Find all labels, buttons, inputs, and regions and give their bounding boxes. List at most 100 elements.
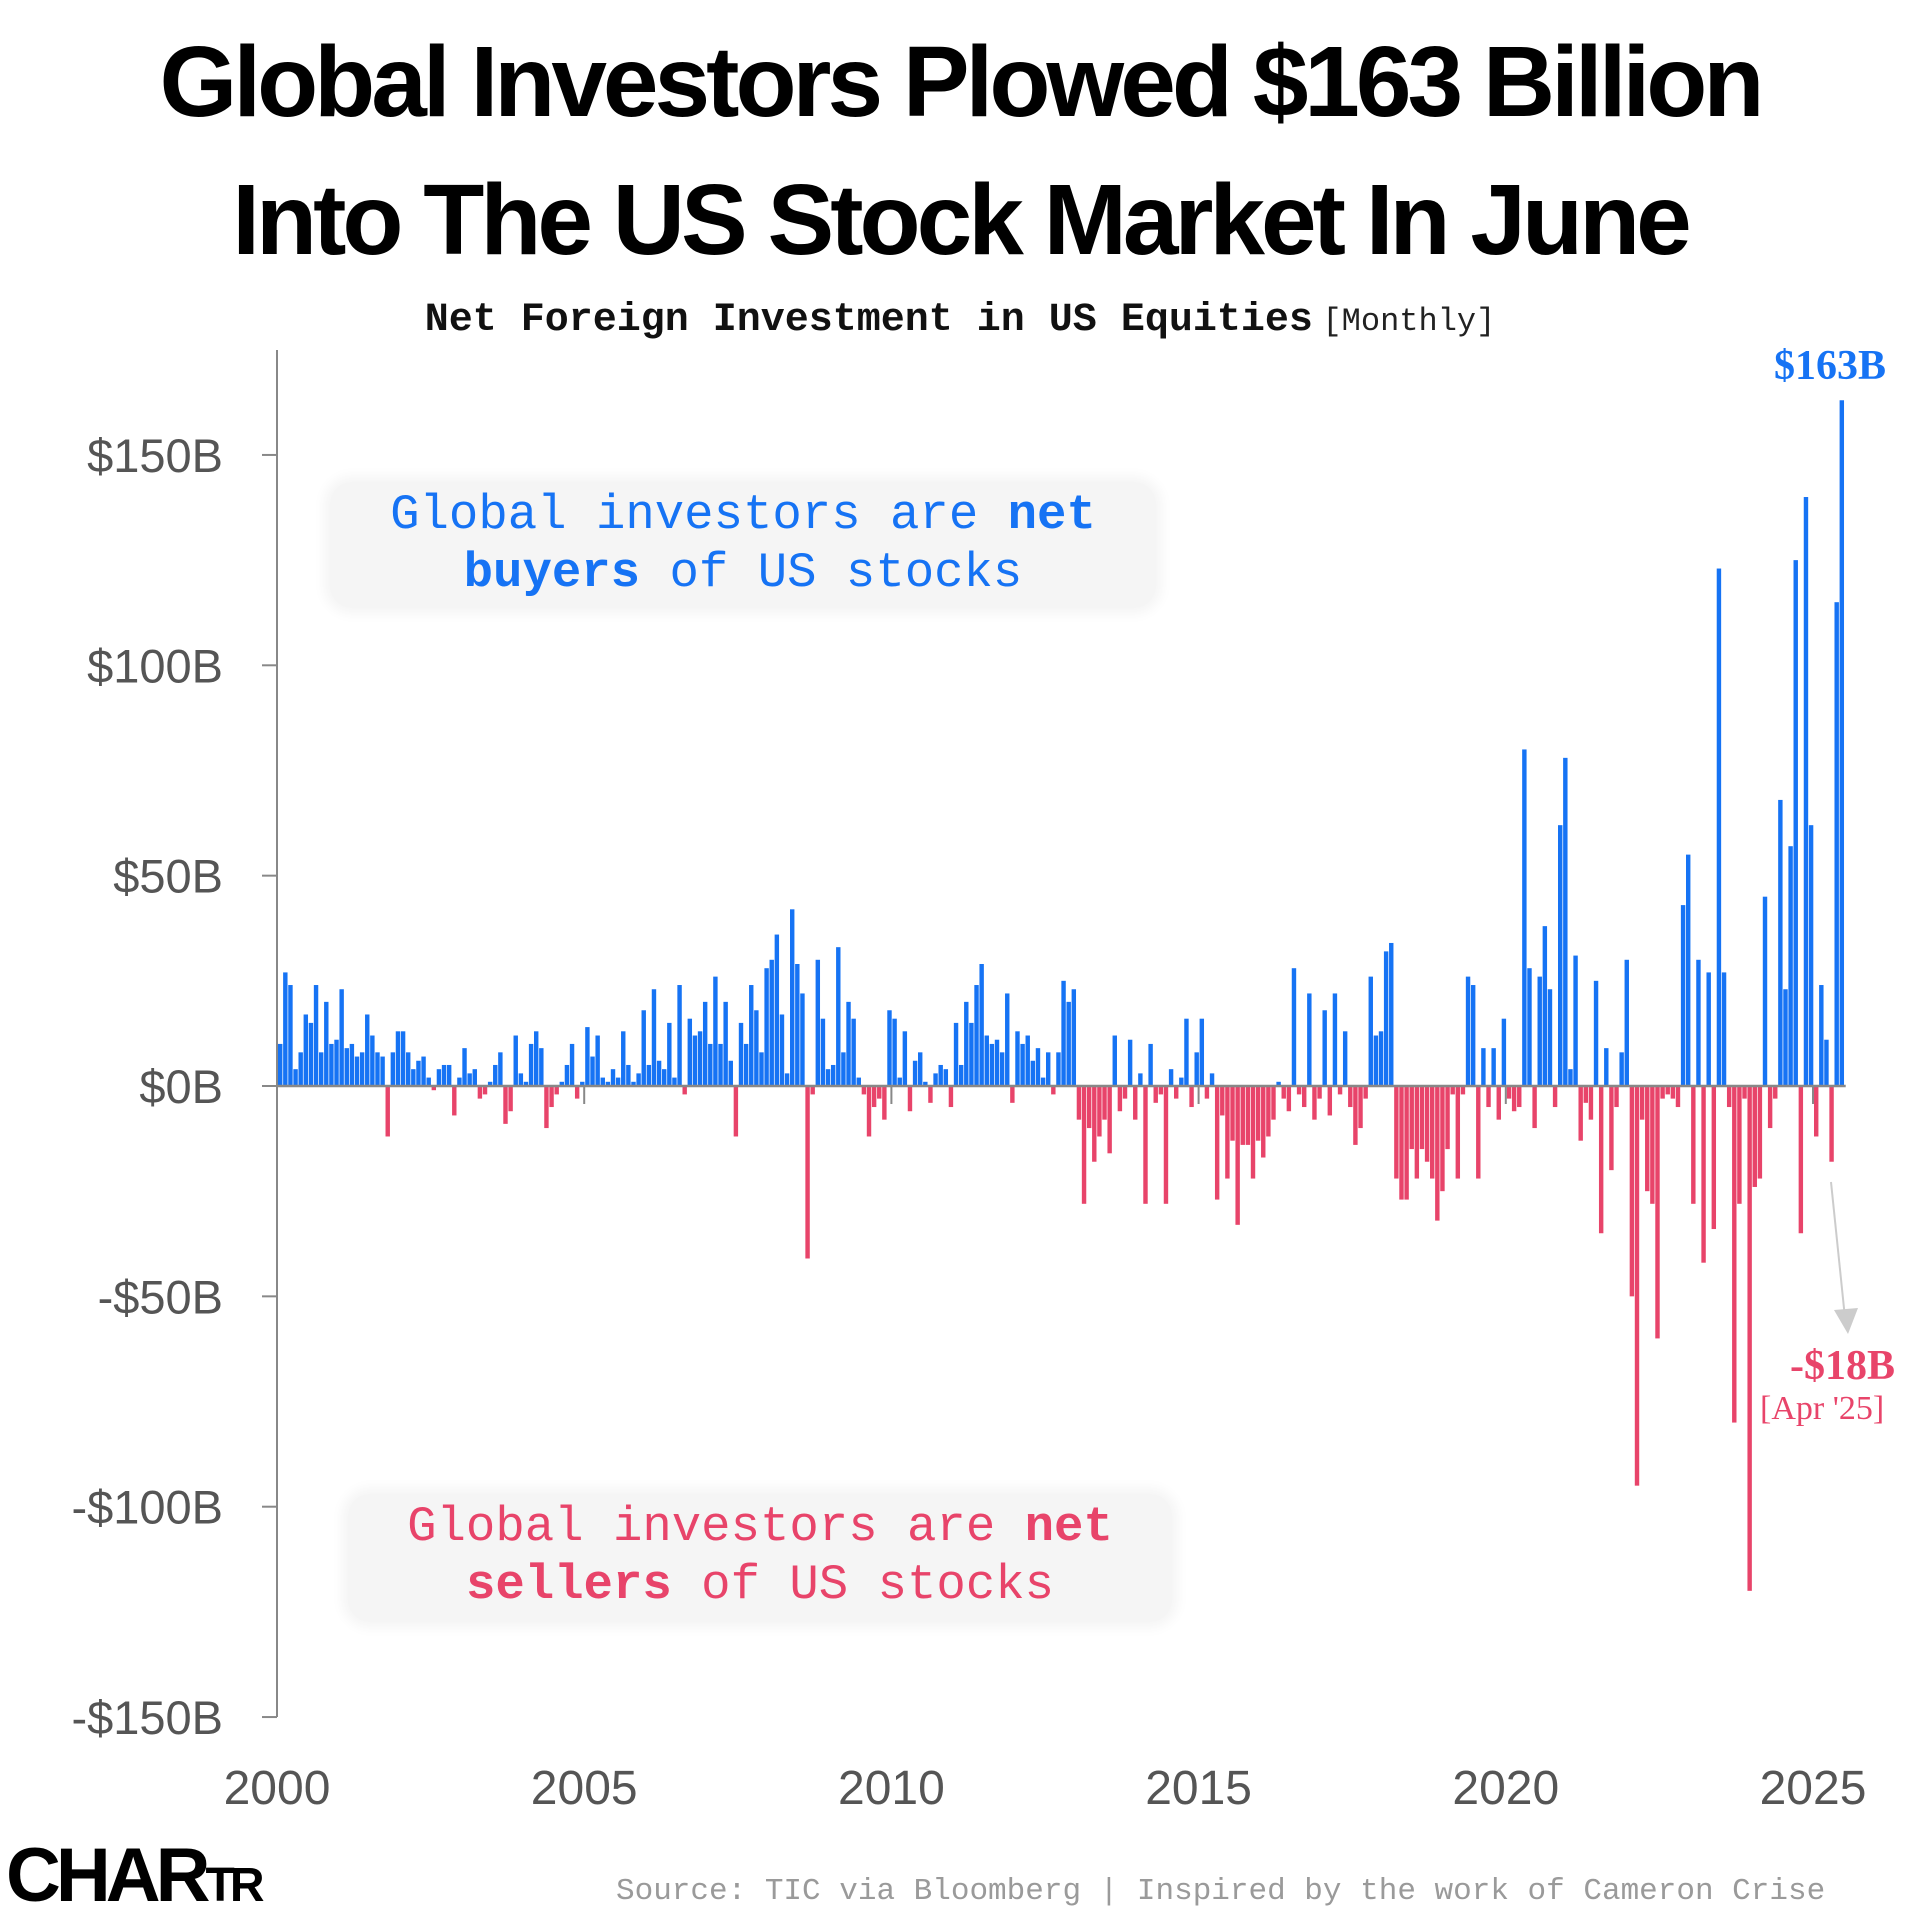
chart-title-line-1: Global Investors Plowed $163 Billion xyxy=(0,22,1920,142)
bar-negative xyxy=(1450,1086,1455,1095)
bar-negative xyxy=(1532,1086,1537,1129)
bar-positive xyxy=(610,1069,616,1086)
bar-negative xyxy=(1460,1086,1466,1095)
bar-positive xyxy=(580,1081,585,1086)
bar-positive xyxy=(774,934,780,1086)
annotation-text: Global investors are xyxy=(390,487,1008,543)
bar-negative xyxy=(1394,1086,1399,1179)
bar-positive xyxy=(288,985,293,1086)
bar-negative xyxy=(1752,1086,1757,1187)
bar-positive xyxy=(1542,926,1548,1086)
bar-negative xyxy=(1081,1086,1087,1204)
bar-negative xyxy=(1455,1086,1461,1179)
bar-negative xyxy=(1747,1086,1752,1591)
bar-negative xyxy=(1122,1086,1128,1099)
bar-negative xyxy=(1430,1086,1435,1179)
bar-positive xyxy=(672,1077,677,1086)
bar-negative xyxy=(1496,1086,1501,1120)
bar-positive xyxy=(999,1052,1005,1086)
bar-negative xyxy=(1174,1086,1179,1099)
bar-negative xyxy=(549,1086,554,1108)
bar-positive xyxy=(764,968,769,1086)
bar-negative xyxy=(1711,1086,1717,1230)
bar-positive xyxy=(1680,905,1686,1086)
bar-negative xyxy=(1281,1086,1286,1099)
bar-positive xyxy=(1046,1052,1051,1086)
bar-positive xyxy=(498,1052,503,1086)
bar-positive xyxy=(298,1052,303,1086)
bar-positive xyxy=(406,1052,411,1086)
bar-positive xyxy=(1378,1031,1384,1086)
bar-positive xyxy=(708,1043,713,1086)
bar-negative xyxy=(861,1086,867,1095)
bar-positive xyxy=(953,1022,959,1086)
bar-positive xyxy=(656,1060,662,1086)
net-buyers-annotation: Global investors are net buyers of US st… xyxy=(330,482,1156,608)
bar-positive xyxy=(790,909,795,1086)
bar-positive xyxy=(1127,1039,1133,1086)
bar-positive xyxy=(539,1048,544,1086)
bar-negative xyxy=(1409,1086,1414,1150)
bar-positive xyxy=(933,1073,938,1086)
y-tick-label: $50B xyxy=(113,850,223,903)
bar-negative xyxy=(1266,1086,1271,1137)
bar-positive xyxy=(472,1069,477,1086)
bar-positive xyxy=(1593,980,1599,1086)
bar-positive xyxy=(1537,976,1542,1086)
bar-negative xyxy=(385,1086,390,1137)
bar-negative xyxy=(1629,1086,1635,1297)
bar-negative xyxy=(1107,1086,1112,1154)
y-tick-label: -$150B xyxy=(71,1691,223,1744)
bar-positive xyxy=(795,964,800,1086)
bar-positive xyxy=(329,1043,334,1086)
bar-positive xyxy=(621,1031,626,1086)
bar-positive xyxy=(446,1064,452,1086)
chart-title-line-2: Into The US Stock Market In June xyxy=(0,160,1920,280)
bar-negative xyxy=(1639,1086,1645,1120)
bar-negative xyxy=(1552,1086,1558,1108)
bar-negative xyxy=(544,1086,549,1129)
bar-positive xyxy=(308,1022,314,1086)
bar-positive xyxy=(421,1056,426,1086)
bar-positive xyxy=(1179,1077,1184,1086)
peak-value-label: $163B xyxy=(1774,343,1887,389)
x-tick-label: 2000 xyxy=(224,1762,331,1815)
bar-negative xyxy=(431,1086,437,1091)
bar-positive xyxy=(359,1052,365,1086)
bar-negative xyxy=(1578,1086,1583,1141)
bar-negative xyxy=(503,1086,508,1124)
y-tick-label: -$100B xyxy=(71,1481,223,1534)
bar-positive xyxy=(1778,799,1783,1086)
bar-positive xyxy=(749,985,754,1086)
subtitle-frequency: [Monthly] xyxy=(1322,303,1496,340)
bar-positive xyxy=(1491,1048,1496,1086)
bar-positive xyxy=(283,972,288,1086)
bar-positive xyxy=(1527,968,1532,1086)
bar-positive xyxy=(1015,1031,1020,1086)
bar-positive xyxy=(830,1064,836,1086)
bar-negative xyxy=(1158,1086,1164,1095)
bar-positive xyxy=(1020,1043,1025,1086)
x-tick-label: 2020 xyxy=(1452,1762,1559,1815)
bar-positive xyxy=(1808,825,1814,1086)
annotation-arrow-head-icon xyxy=(1834,1308,1858,1334)
bar-negative xyxy=(1419,1086,1425,1150)
bar-negative xyxy=(1404,1086,1409,1200)
bar-positive xyxy=(743,1043,749,1086)
bar-positive xyxy=(662,1069,667,1086)
bar-positive xyxy=(1276,1081,1281,1086)
bars-group xyxy=(278,400,1845,1591)
bar-negative xyxy=(1353,1086,1358,1145)
bar-negative xyxy=(1660,1086,1665,1099)
bar-positive xyxy=(1573,955,1578,1086)
bar-positive xyxy=(938,1064,943,1086)
bar-negative xyxy=(477,1086,483,1099)
bar-positive xyxy=(615,1077,621,1086)
logo-part: TR xyxy=(205,1859,265,1912)
bar-positive xyxy=(1696,959,1701,1086)
x-tick-label: 2005 xyxy=(531,1762,638,1815)
bar-positive xyxy=(815,959,821,1086)
bar-negative xyxy=(1675,1086,1681,1108)
bar-positive xyxy=(1834,602,1839,1086)
bar-negative xyxy=(1271,1086,1276,1120)
